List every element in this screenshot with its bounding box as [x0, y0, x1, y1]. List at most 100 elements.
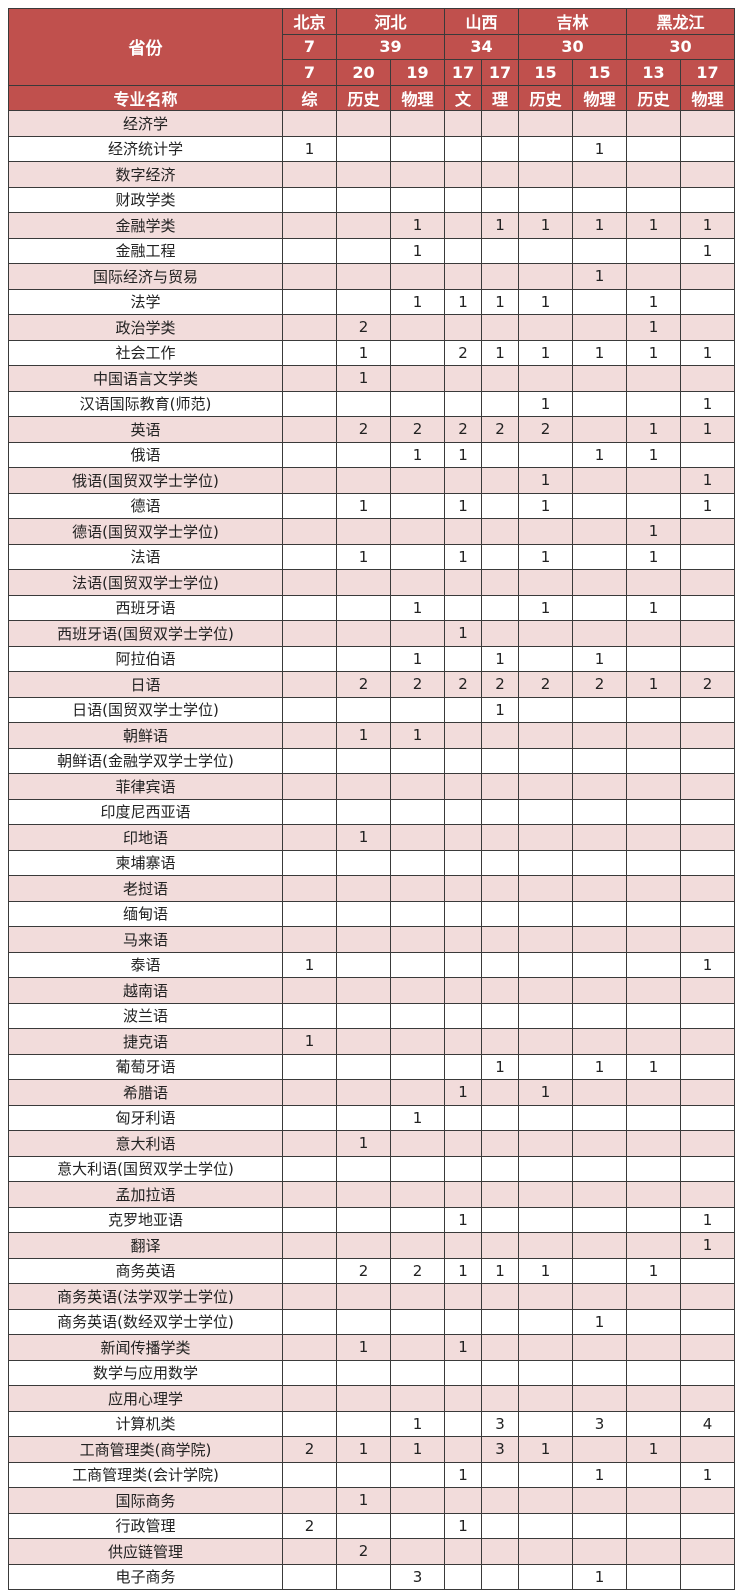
quota-cell [518, 1028, 573, 1055]
quota-cell [572, 1079, 627, 1106]
quota-cell [680, 110, 735, 137]
quota-cell: 1 [390, 288, 445, 315]
quota-cell [282, 1104, 337, 1131]
quota-cell: 1 [481, 645, 519, 672]
quota-cell: 1 [518, 594, 573, 621]
major-name: 商务英语(数经双学士学位) [8, 1308, 283, 1335]
quota-cell: 1 [680, 212, 735, 239]
table-row: 波兰语 [8, 1002, 735, 1029]
quota-cell [572, 1232, 627, 1259]
quota-cell [336, 161, 391, 188]
quota-cell [390, 569, 445, 596]
table-row: 中国语言文学类 1 [8, 365, 735, 392]
quota-cell [518, 977, 573, 1004]
table-row: 印度尼西亚语 [8, 798, 735, 825]
quota-cell [336, 875, 391, 902]
quota-cell [680, 1181, 735, 1208]
quota-cell [282, 1563, 337, 1590]
quota-cell [390, 1385, 445, 1412]
quota-cell [444, 1002, 482, 1029]
quota-cell [518, 1232, 573, 1259]
quota-cell [680, 773, 735, 800]
major-name: 工商管理类(商学院) [8, 1436, 283, 1463]
quota-cell [626, 977, 681, 1004]
quota-cell [444, 212, 482, 239]
quota-cell [680, 1130, 735, 1157]
major-name: 行政管理 [8, 1512, 283, 1539]
quota-cell [518, 1155, 573, 1182]
quota-cell [444, 1104, 482, 1131]
province-total: 34 [444, 33, 519, 60]
major-name: 波兰语 [8, 1002, 283, 1029]
quota-cell [626, 1104, 681, 1131]
table-row: 朝鲜语 1 1 [8, 722, 735, 749]
quota-cell: 1 [390, 1410, 445, 1437]
quota-cell: 1 [518, 288, 573, 315]
quota-cell [481, 1334, 519, 1361]
quota-cell [572, 1257, 627, 1284]
quota-cell: 1 [626, 441, 681, 468]
enrollment-table: 省份 北京 河北 山西 吉林 黑龙江 7 39 34 30 30 7 20 19 17 17 15 15 13 17 专… [8, 8, 735, 1590]
quota-cell [282, 1283, 337, 1310]
quota-cell: 1 [444, 1257, 482, 1284]
quota-cell: 1 [444, 1206, 482, 1233]
quota-cell [481, 1079, 519, 1106]
quota-cell [626, 492, 681, 519]
quota-cell [444, 926, 482, 953]
column-count: 19 [390, 59, 445, 86]
quota-cell: 2 [390, 671, 445, 698]
quota-cell: 1 [680, 492, 735, 519]
column-type: 综 [282, 84, 337, 111]
quota-cell [390, 1283, 445, 1310]
table-row: 商务英语 2 2 1 1 1 1 [8, 1257, 735, 1284]
quota-cell [680, 722, 735, 749]
quota-cell [481, 594, 519, 621]
quota-cell [336, 186, 391, 213]
quota-cell [518, 314, 573, 341]
quota-cell [481, 1104, 519, 1131]
quota-cell [336, 849, 391, 876]
quota-cell [518, 645, 573, 672]
quota-cell [626, 135, 681, 162]
quota-cell [626, 467, 681, 494]
quota-cell: 1 [444, 1079, 482, 1106]
quota-cell: 1 [572, 212, 627, 239]
quota-cell [680, 1079, 735, 1106]
quota-cell [390, 824, 445, 851]
quota-cell: 1 [481, 212, 519, 239]
quota-cell: 1 [518, 212, 573, 239]
major-name: 汉语国际教育(师范) [8, 390, 283, 417]
quota-cell [444, 1181, 482, 1208]
column-count: 15 [572, 59, 627, 86]
quota-cell: 2 [336, 416, 391, 443]
table-row: 工商管理类(商学院) 2 1 1 3 1 1 [8, 1436, 735, 1463]
quota-cell [481, 1359, 519, 1386]
quota-cell [572, 1181, 627, 1208]
quota-cell [390, 1206, 445, 1233]
table-row: 法学 1 1 1 1 1 [8, 288, 735, 315]
quota-cell [572, 696, 627, 723]
quota-cell [481, 1487, 519, 1514]
major-name: 金融工程 [8, 237, 283, 264]
major-name: 朝鲜语 [8, 722, 283, 749]
quota-cell [336, 1283, 391, 1310]
quota-cell [282, 1130, 337, 1157]
quota-cell [336, 1028, 391, 1055]
quota-cell: 1 [444, 288, 482, 315]
quota-cell [481, 773, 519, 800]
quota-cell [481, 875, 519, 902]
quota-cell [444, 467, 482, 494]
quota-cell [390, 1487, 445, 1514]
quota-cell [481, 314, 519, 341]
table-row: 法语(国贸双学士学位) [8, 569, 735, 596]
major-name: 俄语(国贸双学士学位) [8, 467, 283, 494]
quota-cell [626, 824, 681, 851]
quota-cell [626, 237, 681, 264]
quota-cell [282, 492, 337, 519]
major-name: 经济统计学 [8, 135, 283, 162]
quota-cell [680, 1257, 735, 1284]
quota-cell: 1 [572, 645, 627, 672]
quota-cell [481, 977, 519, 1004]
quota-cell [518, 620, 573, 647]
quota-cell [282, 1359, 337, 1386]
